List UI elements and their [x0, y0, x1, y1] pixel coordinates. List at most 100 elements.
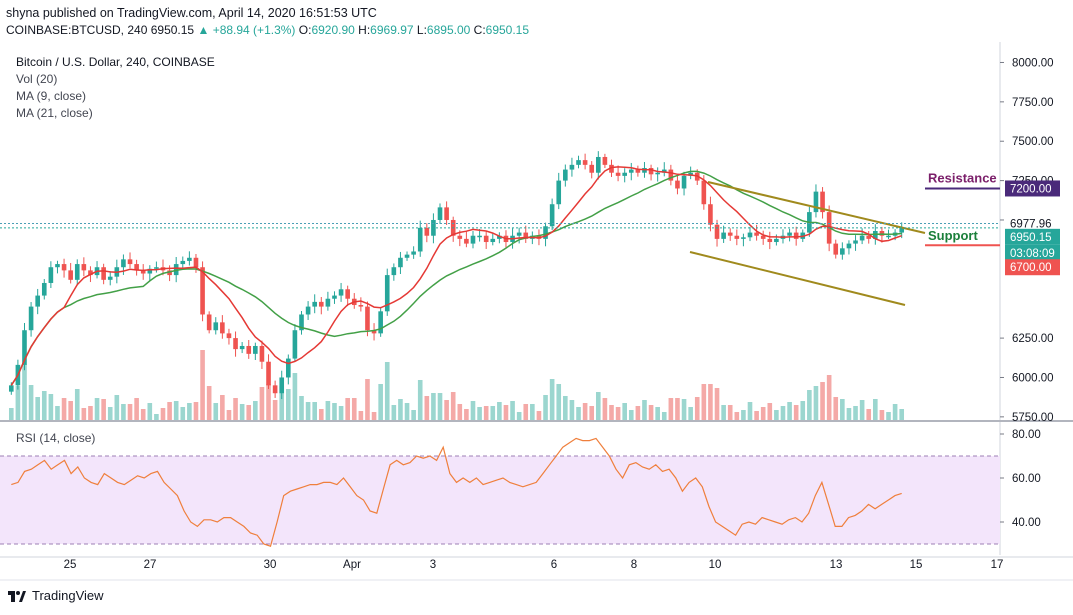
volume-bar [292, 373, 298, 420]
publish-line: shyna published on TradingView.com, Apri… [6, 6, 377, 20]
low-label: L: [416, 23, 427, 37]
volume-bar [378, 384, 383, 420]
volume-bar [767, 403, 773, 420]
volume-bar [833, 397, 839, 420]
volume-bar [523, 404, 529, 420]
change-arrow-icon: ▲ [197, 23, 210, 37]
candle-body [318, 301, 324, 307]
candle-body [523, 232, 529, 239]
symbol-ohlc-line: COINBASE:BTCUSD, 240 6950.15 ▲ +88.94 (+… [6, 23, 529, 37]
volume-bar [655, 407, 660, 420]
price-tick-label: 7750.00 [1012, 97, 1054, 109]
volume-bar [101, 399, 106, 420]
candle-body [404, 254, 410, 258]
volume-bar [286, 389, 291, 420]
volume-bar [675, 398, 680, 420]
tradingview-footer[interactable]: TradingView [8, 588, 104, 603]
time-tick-label: 15 [910, 559, 923, 571]
candle-body [233, 338, 238, 350]
volume-bar [530, 404, 535, 420]
candle-body [754, 232, 759, 236]
candle-body [589, 164, 595, 173]
volume-bar [398, 399, 403, 420]
current-price-tag-bg [1005, 215, 1060, 232]
candle-body [747, 232, 753, 238]
candle-body [464, 238, 469, 244]
legend-vol[interactable]: Vol (20) [16, 72, 58, 86]
price-tick-label: 7500.00 [1012, 136, 1054, 148]
volume-bar [88, 406, 93, 420]
candle-body [595, 156, 601, 173]
candle-body [622, 172, 627, 176]
candle-body [134, 264, 139, 271]
volume-bar [239, 404, 245, 420]
candle-body [648, 168, 654, 175]
candle-body [286, 358, 291, 378]
candle-body [246, 345, 252, 354]
volume-bar [483, 406, 489, 420]
volume-bar [701, 384, 707, 420]
volume-bar [147, 403, 153, 420]
volume-bar [873, 399, 878, 420]
candle-body [121, 259, 126, 268]
candle-body [899, 227, 905, 233]
volume-bar [8, 408, 14, 420]
candle-body [444, 207, 449, 220]
volume-bar [371, 412, 377, 420]
candle-body [516, 232, 522, 236]
volume-bar [708, 384, 713, 420]
candle-body [127, 259, 133, 265]
candle-body [497, 235, 502, 239]
candle-body [187, 257, 192, 261]
volume-bar [154, 414, 159, 420]
volume-bar [134, 398, 139, 420]
candle-body [305, 306, 311, 315]
volume-bar [516, 412, 522, 420]
volume-bar [332, 403, 337, 420]
volume-bar [582, 403, 588, 420]
candle-body [173, 264, 179, 276]
rsi-legend[interactable]: RSI (14, close) [16, 431, 96, 445]
volume-bar [61, 398, 67, 420]
candle-body [840, 248, 845, 255]
volume-bar [279, 386, 285, 420]
countdown-bg [1005, 244, 1060, 261]
time-tick-label: 13 [830, 559, 843, 571]
volume-bar [28, 385, 34, 420]
volume-bar [714, 388, 720, 420]
volume-bar [602, 398, 608, 420]
candle-body [338, 289, 344, 296]
volume-bar [200, 350, 205, 420]
volume-bar [55, 406, 60, 420]
volume-bar [846, 408, 852, 420]
candle-body [701, 180, 707, 205]
legend-ma21[interactable]: MA (21, close) [16, 106, 93, 120]
legend-ma9[interactable]: MA (9, close) [16, 89, 87, 103]
volume-bar [628, 410, 634, 420]
candle-body [886, 235, 891, 238]
candle-body [576, 160, 581, 165]
candle-body [365, 306, 370, 331]
resistance-price-tag-bg [1005, 180, 1060, 197]
candle-body [35, 295, 40, 307]
candle-body [239, 345, 245, 350]
volume-bar [41, 391, 47, 420]
volume-bar [470, 401, 476, 420]
candle-body [154, 267, 159, 269]
volume-bar [866, 409, 872, 420]
time-tick-label: 17 [991, 559, 1004, 571]
candle-body [833, 243, 839, 255]
volume-bar [668, 398, 674, 420]
symbol: COINBASE:BTCUSD, 240 [6, 23, 148, 37]
volume-bar [609, 405, 614, 420]
candle-body [866, 235, 872, 239]
volume-bar [345, 398, 350, 420]
close-label: C: [473, 23, 486, 37]
close-price-tag: 6950.15 [1010, 232, 1052, 244]
time-tick-label: 10 [709, 559, 722, 571]
candle-body [760, 235, 766, 239]
volume-bar [94, 398, 100, 420]
candle-body [55, 264, 60, 268]
channel-lower-line [689, 251, 906, 306]
